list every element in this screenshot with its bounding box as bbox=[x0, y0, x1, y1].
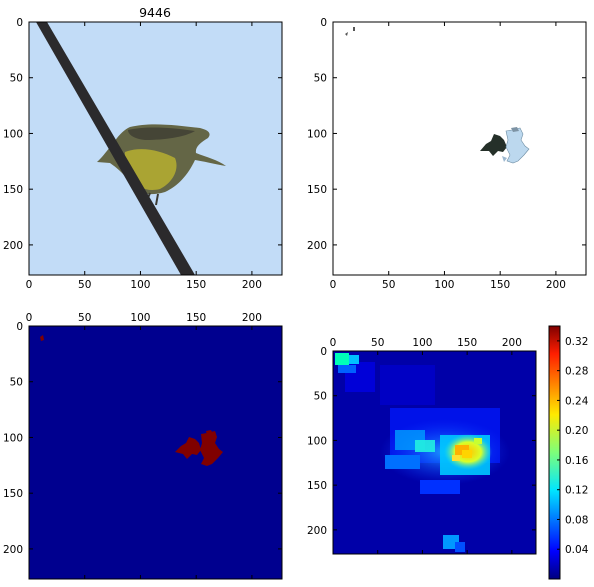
x-tick-label: 0 bbox=[26, 312, 33, 324]
x-tick-label: 50 bbox=[371, 337, 384, 349]
x-tick-label: 150 bbox=[457, 337, 477, 349]
x-tick-label: 100 bbox=[412, 337, 432, 349]
y-tick-label: 0 bbox=[16, 321, 23, 333]
y-tick-label: 50 bbox=[10, 377, 23, 389]
colorbar-tick-label: 0.12 bbox=[565, 485, 588, 497]
x-tick-label: 100 bbox=[434, 279, 454, 291]
colorbar-tick-label: 0.04 bbox=[565, 544, 589, 556]
x-tick-label: 200 bbox=[242, 279, 262, 291]
x-tick-label: 0 bbox=[330, 337, 337, 349]
y-tick-label: 200 bbox=[307, 240, 327, 252]
y-tick-label: 50 bbox=[314, 73, 327, 85]
colorbar: 0.04 0.08 0.12 0.16 0.20 0.24 0.28 0.32 bbox=[548, 325, 589, 580]
panel-segment-mask: 0 50 100 150 200 0 50 100 150 200 bbox=[307, 17, 587, 291]
y-tick-label: 100 bbox=[307, 435, 327, 447]
x-tick-label: 0 bbox=[330, 279, 337, 291]
y-tick-label: 50 bbox=[10, 73, 23, 85]
x-tick-label: 0 bbox=[26, 279, 33, 291]
panel-heatmap: 0 50 100 150 200 0 50 100 150 200 0.04 0.08 0.12 0.1… bbox=[307, 325, 589, 580]
x-tick-label: 150 bbox=[490, 279, 510, 291]
colorbar-tick-label: 0.28 bbox=[565, 366, 588, 378]
y-tick-label: 150 bbox=[3, 488, 23, 500]
y-tick-label: 50 bbox=[314, 391, 327, 403]
y-tick-label: 200 bbox=[307, 525, 327, 537]
colorbar-gradient bbox=[548, 325, 561, 580]
y-tick-label: 200 bbox=[3, 240, 23, 252]
mask-regions bbox=[40, 335, 223, 466]
colorbar-tick-label: 0.24 bbox=[565, 395, 589, 407]
colorbar-tick-label: 0.20 bbox=[565, 425, 588, 437]
panel-photo: 9446 0 50 100 150 200 0 50 100 150 200 bbox=[3, 5, 283, 291]
x-tick-label: 200 bbox=[242, 312, 262, 324]
y-tick-label: 100 bbox=[307, 128, 327, 140]
wire-image bbox=[36, 22, 195, 275]
x-tick-label: 200 bbox=[546, 279, 566, 291]
y-tick-label: 150 bbox=[3, 184, 23, 196]
x-tick-label: 150 bbox=[186, 312, 206, 324]
axes-frame bbox=[28, 325, 283, 580]
axes-frame bbox=[332, 21, 587, 276]
panel-title: 9446 bbox=[139, 5, 171, 20]
y-tick-label: 150 bbox=[307, 480, 327, 492]
colorbar-tick-label: 0.08 bbox=[565, 514, 588, 526]
y-tick-label: 150 bbox=[307, 184, 327, 196]
y-tick-label: 100 bbox=[3, 128, 23, 140]
axes-frame bbox=[332, 350, 537, 555]
x-tick-label: 50 bbox=[78, 312, 91, 324]
y-tick-label: 0 bbox=[16, 17, 23, 29]
x-tick-label: 200 bbox=[502, 337, 522, 349]
y-tick-label: 100 bbox=[3, 432, 23, 444]
x-tick-label: 100 bbox=[130, 312, 150, 324]
panel-binary-mask: 0 50 100 150 200 0 50 100 150 200 bbox=[3, 312, 283, 580]
x-tick-label: 50 bbox=[78, 279, 91, 291]
axes-frame bbox=[28, 21, 283, 276]
segment-regions bbox=[345, 27, 530, 164]
y-tick-label: 200 bbox=[3, 544, 23, 556]
colorbar-tick-label: 0.32 bbox=[565, 336, 588, 348]
y-tick-label: 0 bbox=[320, 346, 327, 358]
y-tick-label: 0 bbox=[320, 17, 327, 29]
x-tick-label: 150 bbox=[186, 279, 206, 291]
x-tick-label: 100 bbox=[130, 279, 150, 291]
colorbar-tick-label: 0.16 bbox=[565, 455, 589, 467]
x-tick-label: 50 bbox=[382, 279, 395, 291]
mask-image bbox=[333, 22, 586, 275]
binary-mask-image bbox=[29, 326, 282, 579]
heatmap-regions bbox=[335, 353, 510, 552]
